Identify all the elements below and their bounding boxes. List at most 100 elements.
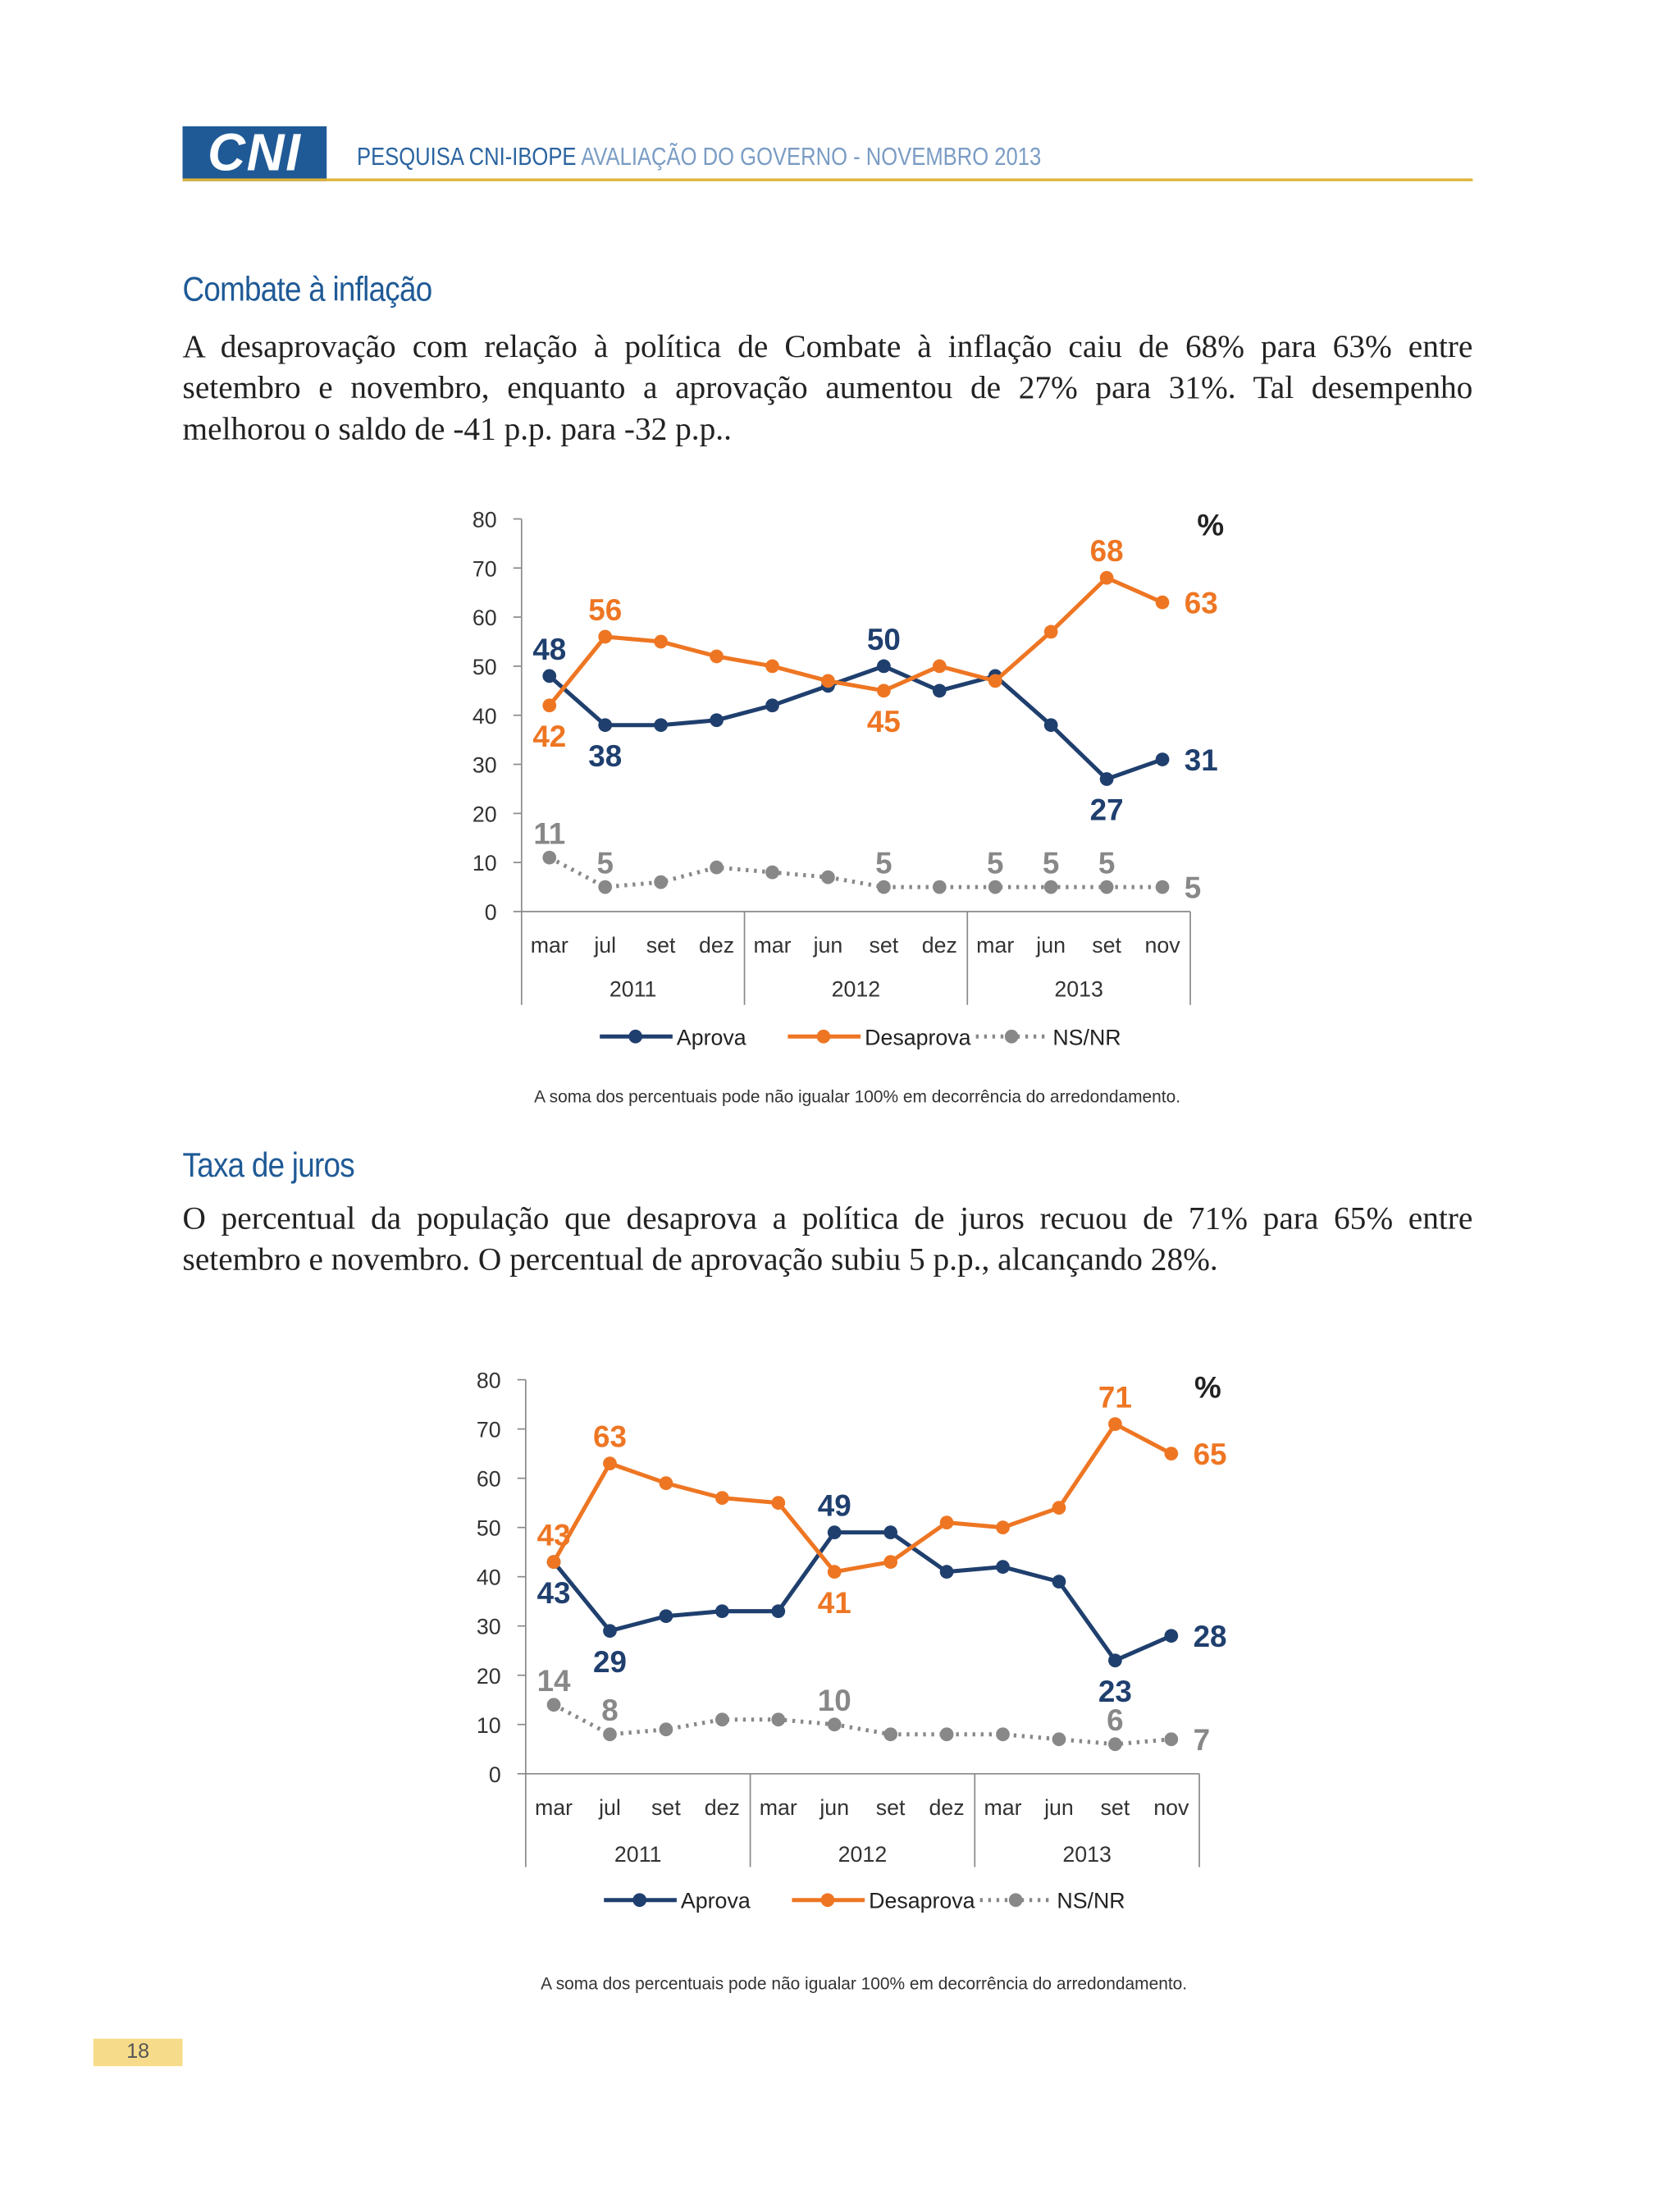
series-line bbox=[552, 1530, 1172, 1663]
chart-note: A soma dos percentuais pode não igualar … bbox=[534, 1088, 1180, 1107]
x-tick-label: jun bbox=[819, 1795, 849, 1820]
x-tick-label: dez bbox=[699, 933, 734, 958]
y-tick-label: 70 bbox=[472, 556, 497, 581]
legend-marker bbox=[816, 1029, 831, 1044]
header-text: PESQUISA CNI-IBOPE AVALIAÇÃO DO GOVERNO … bbox=[357, 143, 1041, 171]
x-tick-label: nov bbox=[1144, 933, 1180, 958]
chart-note: A soma dos percentuais pode não igualar … bbox=[541, 1974, 1187, 1993]
data-point bbox=[939, 1515, 954, 1530]
data-label: 71 bbox=[1098, 1381, 1132, 1415]
data-label: 10 bbox=[818, 1684, 851, 1717]
data-point bbox=[546, 1698, 561, 1712]
data-point bbox=[659, 1476, 673, 1490]
data-point bbox=[659, 1609, 673, 1624]
data-point bbox=[598, 718, 613, 733]
x-tick-label: mar bbox=[753, 933, 791, 958]
data-label: 48 bbox=[532, 633, 566, 666]
data-point bbox=[877, 659, 891, 674]
data-point bbox=[883, 1525, 898, 1540]
data-point bbox=[542, 850, 557, 865]
data-point bbox=[765, 698, 779, 713]
data-label: 5 bbox=[875, 846, 892, 880]
x-tick-label: dez bbox=[929, 1795, 965, 1820]
x-tick-label: jun bbox=[1035, 933, 1066, 958]
data-point bbox=[1155, 880, 1170, 894]
data-label: 43 bbox=[537, 1519, 571, 1552]
series-line bbox=[548, 855, 1163, 889]
logo: CNI bbox=[208, 125, 302, 183]
data-point bbox=[877, 683, 891, 698]
data-point bbox=[1043, 624, 1058, 639]
data-label: 5 bbox=[987, 846, 1003, 880]
data-point bbox=[877, 880, 891, 894]
y-tick-label: 30 bbox=[477, 1615, 501, 1639]
y-tick-label: 20 bbox=[472, 802, 497, 826]
y-tick-label: 0 bbox=[489, 1762, 501, 1787]
data-label: 43 bbox=[537, 1576, 571, 1610]
legend-marker bbox=[820, 1893, 835, 1908]
header-rule bbox=[182, 178, 1473, 181]
data-point bbox=[598, 629, 613, 644]
legend-label: NS/NR bbox=[1057, 1889, 1125, 1913]
data-point bbox=[603, 1456, 617, 1470]
data-label: 41 bbox=[818, 1586, 851, 1620]
data-point bbox=[988, 880, 1002, 894]
logo-box: CNI bbox=[182, 125, 327, 183]
data-point bbox=[765, 659, 779, 674]
y-tick-label: 50 bbox=[472, 655, 497, 679]
data-point bbox=[1164, 1447, 1179, 1460]
data-point bbox=[659, 1722, 673, 1737]
data-label: 11 bbox=[533, 816, 565, 850]
y-tick-label: 10 bbox=[472, 851, 497, 875]
data-point bbox=[1164, 1629, 1179, 1643]
data-point bbox=[710, 713, 724, 728]
data-label: 29 bbox=[593, 1645, 627, 1679]
data-label: 38 bbox=[588, 739, 622, 773]
data-point bbox=[598, 880, 613, 894]
y-tick-label: 0 bbox=[485, 900, 497, 925]
series-line bbox=[552, 1703, 1172, 1747]
data-label: 63 bbox=[1185, 587, 1218, 620]
legend-label: Aprova bbox=[677, 1025, 746, 1049]
data-label: 31 bbox=[1185, 743, 1218, 777]
page-number-box: 18 bbox=[93, 2038, 183, 2067]
data-point bbox=[546, 1555, 561, 1570]
x-tick-label: jun bbox=[1043, 1795, 1074, 1820]
data-point bbox=[1043, 718, 1058, 733]
group-label: 2013 bbox=[1054, 977, 1103, 1002]
data-point bbox=[771, 1604, 786, 1619]
data-point bbox=[827, 1525, 842, 1540]
data-point bbox=[1155, 595, 1170, 610]
data-point bbox=[883, 1727, 898, 1742]
data-point bbox=[1164, 1732, 1179, 1747]
data-label: 7 bbox=[1194, 1723, 1210, 1757]
y-tick-label: 50 bbox=[477, 1516, 501, 1541]
data-label: 50 bbox=[867, 623, 901, 656]
y-tick-label: 40 bbox=[477, 1566, 501, 1590]
data-point bbox=[1099, 570, 1114, 585]
x-tick-label: mar bbox=[760, 1795, 797, 1820]
y-tick-label: 70 bbox=[477, 1418, 501, 1442]
series-line bbox=[551, 1421, 1172, 1575]
y-tick-label: 40 bbox=[472, 704, 497, 729]
x-tick-label: jun bbox=[813, 933, 843, 958]
data-point bbox=[996, 1560, 1010, 1575]
data-point bbox=[710, 860, 724, 875]
page-number: 18 bbox=[126, 2040, 150, 2064]
legend-marker bbox=[628, 1029, 643, 1044]
legend-label: Aprova bbox=[681, 1889, 751, 1913]
x-tick-label: set bbox=[1092, 933, 1121, 958]
x-tick-label: set bbox=[870, 933, 899, 958]
data-point bbox=[821, 870, 835, 885]
x-tick-label: set bbox=[876, 1795, 906, 1820]
group-label: 2012 bbox=[838, 1842, 888, 1867]
data-label: 8 bbox=[601, 1694, 618, 1727]
x-tick-label: set bbox=[651, 1795, 681, 1820]
series-line bbox=[547, 575, 1164, 707]
data-label: 5 bbox=[1185, 871, 1201, 904]
data-point bbox=[827, 1717, 842, 1732]
data-label: 6 bbox=[1107, 1703, 1123, 1737]
data-label: 5 bbox=[1043, 846, 1059, 880]
data-point bbox=[821, 674, 835, 688]
